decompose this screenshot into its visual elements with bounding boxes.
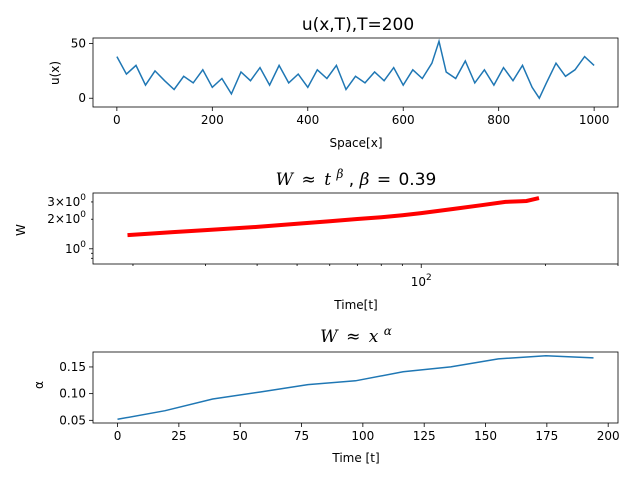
panel3-xtick-label: 125 [413,429,436,443]
panel2-title-var: β [359,170,370,190]
panel2-title: W ≈ t β , β = 0.39 [276,163,437,190]
panel1-ytick-label: 50 [71,36,86,50]
panel3-xtick-label: 175 [535,429,558,443]
panel3-series-line [117,354,594,421]
panel2-xtick-label: 102 [411,273,432,289]
panel3-title-sup: α [384,324,392,338]
alpha-vs-t-panel: W ≈ x α Time [t] α 0 25 50 75 100 125 150 175 20… [32,324,620,465]
panel2-ylabel: W [14,224,28,236]
panel3-xtick-label: 25 [171,429,186,443]
panel1-xtick-label: 600 [392,113,415,127]
panel1-xlabel: Space[x] [329,136,382,150]
panel3-xtick-label: 200 [597,429,620,443]
panel2-frame [92,192,619,265]
panel2-title-sup: β [335,167,343,181]
panel3-frame [92,351,619,424]
panel1-xtick-label: 800 [487,113,510,127]
panel3-xtick-label: 100 [351,429,374,443]
u-profile-panel: u(x,T),T=200 Space[x] u(x) 0 200 400 600 800… [48,15,619,150]
panel1-xtick-label: 1000 [579,113,610,127]
panel3-xtick-label: 0 [114,429,122,443]
panel1-ytick-label: 0 [78,91,86,105]
panel2-ytick-minor-label: 3×100 [47,193,86,209]
w-vs-t-panel: W ≈ t β , β = 0.39 Time[t] W 102 100 2×100… [14,163,619,312]
panel2-title-eq: = [377,170,391,190]
panel3-title-lhs: W [320,327,339,347]
panel3-ytick-label: 0.10 [59,387,86,401]
panel1-xtick-label: 200 [201,113,224,127]
panel3-xlabel: Time [t] [331,451,379,465]
panel3-ytick-label: 0.05 [59,413,86,427]
panel2-title-lhs: W [276,170,295,190]
panel1-series-line [116,38,595,100]
panel3-ylabel: α [32,381,46,389]
panel2-title-base: t [324,170,331,190]
panel3-xtick-label: 75 [294,429,309,443]
panel1-ylabel: u(x) [48,61,62,85]
panel2-title-sep: , [349,170,354,190]
panel2-ytick-minor-label: 2×100 [47,210,86,226]
panel1-xtick-label: 400 [296,113,319,127]
panel1-title: u(x,T),T=200 [302,15,414,35]
panel1-xtick-label: 0 [113,113,121,127]
panel2-title-val: 0.39 [398,170,436,190]
panel1-frame [92,37,619,108]
panel3-ytick-label: 0.15 [59,360,86,374]
panel2-title-op: ≈ [302,170,316,190]
panel2-ytick-label: 100 [65,240,86,256]
panel2-series-line [127,196,540,238]
panel3-title-base: x [369,327,379,347]
panel2-xlabel: Time[t] [333,298,377,312]
panel3-xtick-label: 50 [233,429,248,443]
panel3-title-op: ≈ [346,327,360,347]
panel3-title: W ≈ x α [320,324,392,347]
panel3-xtick-label: 150 [474,429,497,443]
